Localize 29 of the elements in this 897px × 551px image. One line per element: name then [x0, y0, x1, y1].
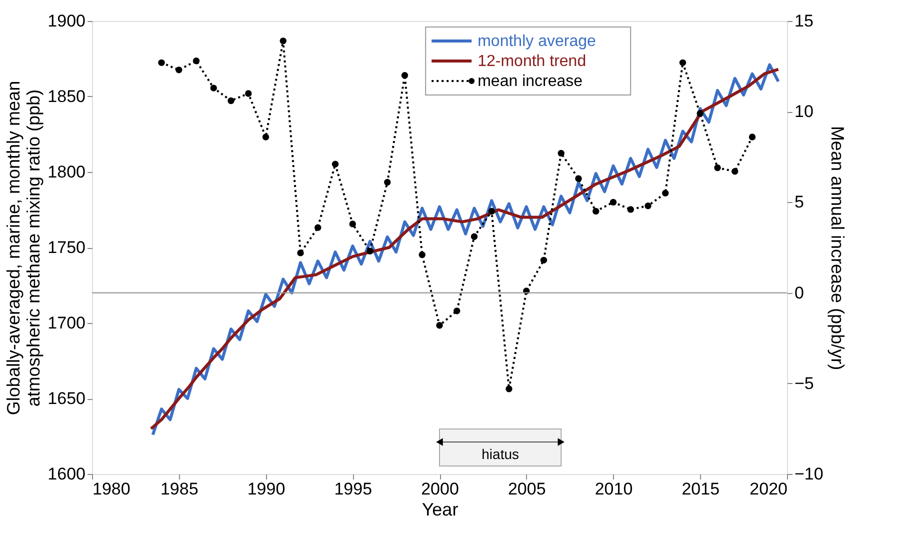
y-tick-label: 1750: [48, 238, 86, 257]
x-tick-label: 1980: [92, 480, 130, 498]
band-label: hiatus: [482, 446, 519, 462]
y2-axis-title: Mean annual increase (ppb/yr): [827, 126, 848, 370]
x-tick-label: 2000: [421, 480, 459, 498]
y2-tick-label: 0: [794, 283, 804, 302]
legend-label: monthly average: [478, 33, 596, 50]
y-tick-label: 1700: [48, 314, 86, 332]
x-tick-label: 1995: [334, 480, 372, 498]
y2-tick-label: −5: [794, 374, 814, 393]
x-tick-label: 2020: [750, 480, 788, 498]
x-tick-label: 1985: [160, 480, 198, 498]
y2-tick-label: 10: [794, 102, 814, 122]
legend-label: mean increase: [478, 73, 583, 90]
y-tick-label: 1850: [48, 87, 86, 106]
legend-label: 12-month trend: [478, 53, 586, 70]
x-tick-label: 2005: [508, 480, 546, 498]
y2-tick-label: 5: [794, 192, 804, 212]
y-tick-label: 1650: [48, 389, 86, 408]
y2-tick-label: 15: [794, 12, 814, 30]
y-axis-title: Globally-averaged, marine, monthly mean atmospheric methane mixing ratio (ppb): [4, 80, 44, 416]
y-tick-label: 1900: [48, 12, 86, 30]
x-axis-title: Year: [422, 500, 458, 520]
x-tick-label: 2015: [682, 480, 720, 498]
x-tick-label: 2010: [594, 480, 633, 498]
x-tick-label: 1990: [247, 480, 286, 498]
y2-tick-label: −10: [794, 464, 824, 484]
y-tick-label: 1600: [48, 464, 86, 484]
y-tick-label: 1800: [48, 162, 86, 182]
